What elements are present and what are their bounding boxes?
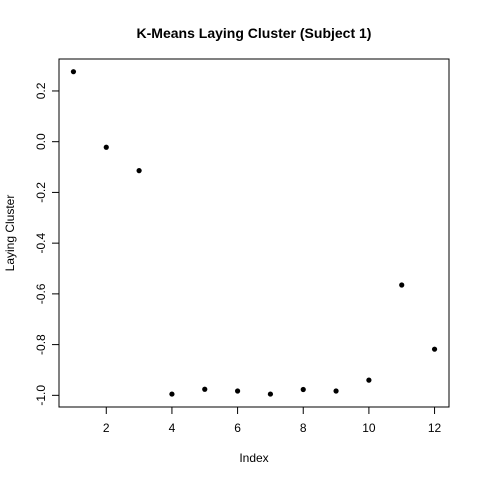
data-point <box>333 388 339 394</box>
data-point <box>366 377 372 383</box>
data-point <box>103 144 109 150</box>
y-tick-label: -0.6 <box>34 283 48 304</box>
y-axis-label: Laying Cluster <box>3 195 17 272</box>
x-tick-label: 12 <box>428 421 442 435</box>
data-point <box>234 388 241 394</box>
data-points <box>70 69 438 397</box>
x-tick-label: 10 <box>362 421 376 435</box>
x-tick-label: 8 <box>300 421 307 435</box>
y-tick-label: -0.8 <box>34 334 48 355</box>
x-axis: 2 4 6 8 10 12 <box>103 406 442 435</box>
y-tick-label: -1.0 <box>34 385 48 406</box>
y-tick-label: -0.2 <box>34 182 48 203</box>
data-point <box>70 69 77 75</box>
y-tick-label: 0.0 <box>34 133 48 150</box>
x-tick-label: 4 <box>169 421 176 435</box>
plot-frame <box>58 58 450 408</box>
x-tick-label: 2 <box>103 421 110 435</box>
x-axis-label: Index <box>239 451 268 465</box>
x-tick-label: 6 <box>234 421 241 435</box>
y-tick-label: -0.4 <box>34 232 48 253</box>
data-point <box>300 386 306 393</box>
data-point <box>431 346 438 352</box>
chart-title: K-Means Laying Cluster (Subject 1) <box>137 25 372 41</box>
data-point <box>202 386 208 392</box>
y-axis: -1.0 -0.8 -0.6 -0.4 -0.2 0.0 0.2 <box>34 82 60 406</box>
data-point <box>267 391 274 397</box>
data-point <box>169 391 175 397</box>
y-tick-label: 0.2 <box>34 82 48 99</box>
data-point <box>136 168 142 174</box>
data-point <box>399 282 405 288</box>
